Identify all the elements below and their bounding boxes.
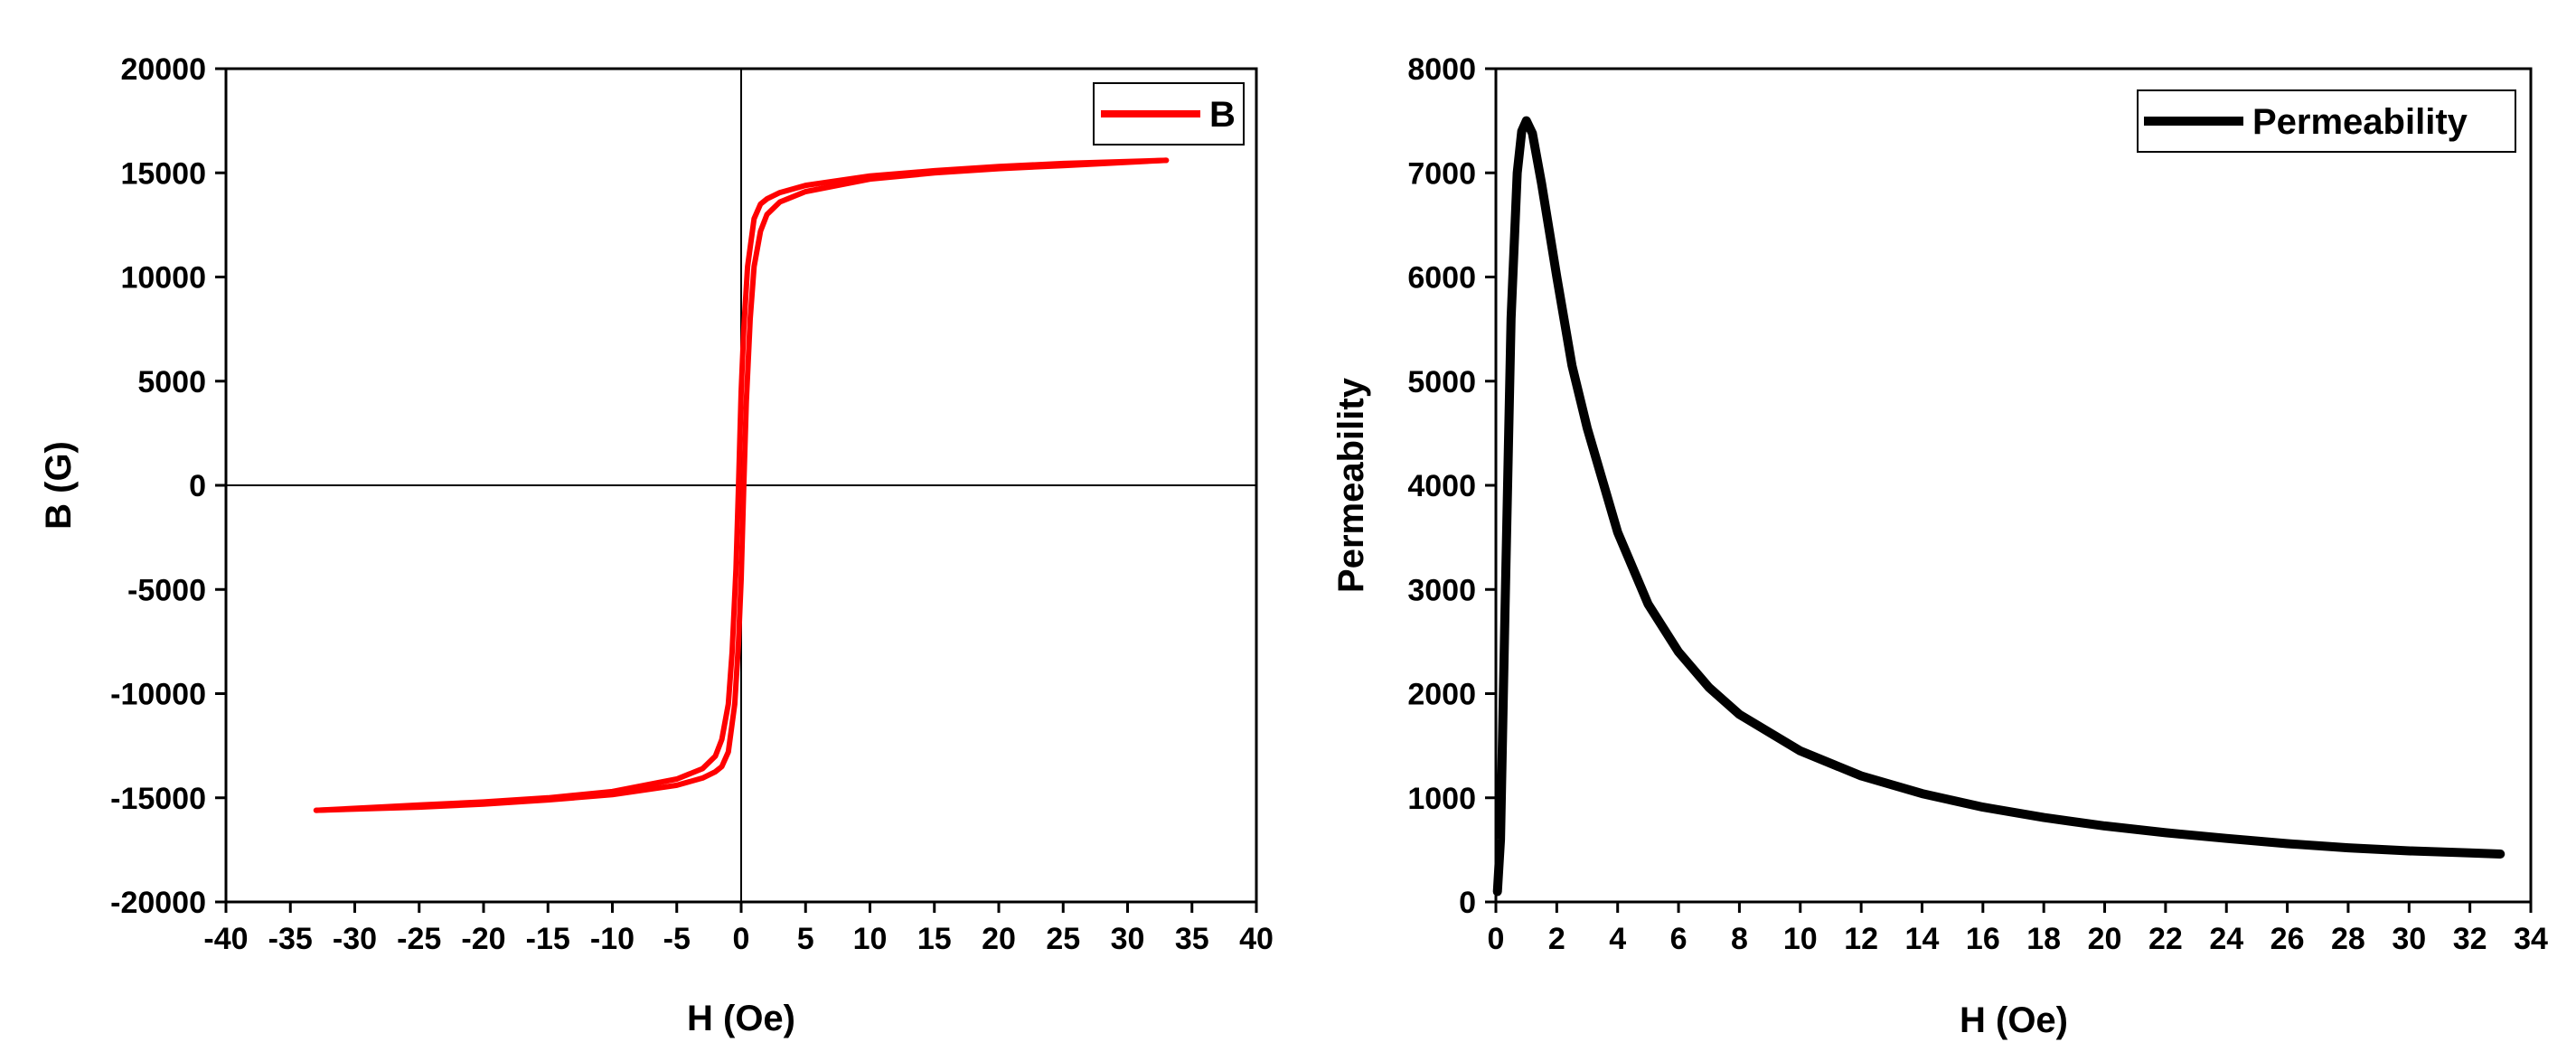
bh-ticks: -40 -35 -30 -25 -20 -15 -10 -5 0 5 10 15 20 25 30 35 40 -… bbox=[110, 52, 1274, 956]
x-tick-label: 12 bbox=[1844, 922, 1878, 956]
x-tick-label: -30 bbox=[333, 922, 377, 956]
x-tick-label: 28 bbox=[2331, 922, 2365, 956]
x-tick-label: 40 bbox=[1239, 922, 1274, 956]
x-tick-label: 8 bbox=[1731, 922, 1748, 956]
y-tick-label: 5000 bbox=[137, 365, 206, 399]
x-tick-label: 14 bbox=[1905, 922, 1940, 956]
bh-legend-label: B bbox=[1209, 95, 1236, 135]
x-tick-label: -40 bbox=[203, 922, 248, 956]
x-tick-label: -35 bbox=[268, 922, 313, 956]
x-tick-label: 24 bbox=[2209, 922, 2243, 956]
x-tick-label: 10 bbox=[1783, 922, 1818, 956]
x-tick-label: -5 bbox=[663, 922, 691, 956]
y-tick-label: 6000 bbox=[1407, 261, 1476, 296]
y-tick-label: 3000 bbox=[1407, 573, 1476, 607]
x-tick-label: 6 bbox=[1670, 922, 1688, 956]
x-tick-label: -20 bbox=[461, 922, 505, 956]
bh-xlabel: H (Oe) bbox=[687, 999, 795, 1038]
y-tick-label: -5000 bbox=[127, 573, 206, 607]
y-tick-label: 8000 bbox=[1407, 52, 1476, 87]
perm-ticks: 0 2 4 6 8 10 12 14 16 18 20 22 24 26 28 30 32 34010002000… bbox=[1407, 52, 2548, 956]
y-tick-label: 20000 bbox=[120, 52, 206, 87]
perm-legend: Permeability bbox=[2137, 89, 2516, 153]
x-tick-label: 16 bbox=[1966, 922, 2000, 956]
x-tick-label: -10 bbox=[590, 922, 635, 956]
y-tick-label: -10000 bbox=[110, 678, 206, 712]
x-tick-label: 22 bbox=[2148, 922, 2183, 956]
x-tick-label: 0 bbox=[1488, 922, 1505, 956]
x-tick-label: -25 bbox=[397, 922, 441, 956]
y-tick-label: 5000 bbox=[1407, 365, 1476, 399]
x-tick-label: 34 bbox=[2514, 922, 2548, 956]
x-tick-label: 5 bbox=[797, 922, 814, 956]
y-tick-label: 7000 bbox=[1407, 156, 1476, 191]
x-tick-label: 35 bbox=[1175, 922, 1209, 956]
bh-ylabel: B (G) bbox=[39, 441, 79, 530]
x-tick-label: 15 bbox=[917, 922, 952, 956]
x-tick-label: 20 bbox=[982, 922, 1016, 956]
bh-loop-chart: -40 -35 -30 -25 -20 -15 -10 -5 0 5 10 15 20 25 30 35 40 -… bbox=[39, 52, 1274, 1038]
x-tick-label: -15 bbox=[526, 922, 570, 956]
x-tick-label: 26 bbox=[2270, 922, 2305, 956]
perm-xlabel: H (Oe) bbox=[1960, 1000, 2068, 1040]
y-tick-label: 0 bbox=[1459, 886, 1476, 920]
x-tick-label: 20 bbox=[2088, 922, 2122, 956]
x-tick-label: 10 bbox=[853, 922, 888, 956]
x-tick-label: 30 bbox=[1111, 922, 1145, 956]
y-tick-label: 10000 bbox=[120, 261, 206, 296]
y-tick-label: -20000 bbox=[110, 886, 206, 920]
descending-branch-line bbox=[313, 157, 1170, 813]
y-tick-label: 0 bbox=[189, 469, 206, 503]
ascending-branch-line bbox=[313, 157, 1170, 813]
y-tick-label: -15000 bbox=[110, 782, 206, 816]
x-tick-label: 2 bbox=[1548, 922, 1565, 956]
bh-legend: B bbox=[1093, 82, 1245, 146]
series-line bbox=[1492, 116, 2505, 897]
y-tick-label: 15000 bbox=[120, 156, 206, 191]
perm-plot-frame bbox=[1494, 67, 2533, 904]
y-tick-label: 4000 bbox=[1407, 469, 1476, 503]
x-tick-label: 25 bbox=[1046, 922, 1080, 956]
y-tick-label: 2000 bbox=[1407, 678, 1476, 712]
permeability-chart: 0 2 4 6 8 10 12 14 16 18 20 22 24 26 28 30 32 34010002000… bbox=[1331, 52, 2548, 1040]
bh-series bbox=[313, 157, 1170, 813]
x-tick-label: 18 bbox=[2026, 922, 2061, 956]
perm-series bbox=[1492, 116, 2505, 897]
x-tick-label: 4 bbox=[1609, 922, 1626, 956]
x-tick-label: 32 bbox=[2453, 922, 2487, 956]
x-tick-label: 30 bbox=[2392, 922, 2426, 956]
x-tick-label: 0 bbox=[733, 922, 750, 956]
perm-ylabel: Permeability bbox=[1331, 377, 1371, 593]
y-tick-label: 1000 bbox=[1407, 782, 1476, 816]
perm-legend-label: Permeability bbox=[2252, 102, 2468, 142]
